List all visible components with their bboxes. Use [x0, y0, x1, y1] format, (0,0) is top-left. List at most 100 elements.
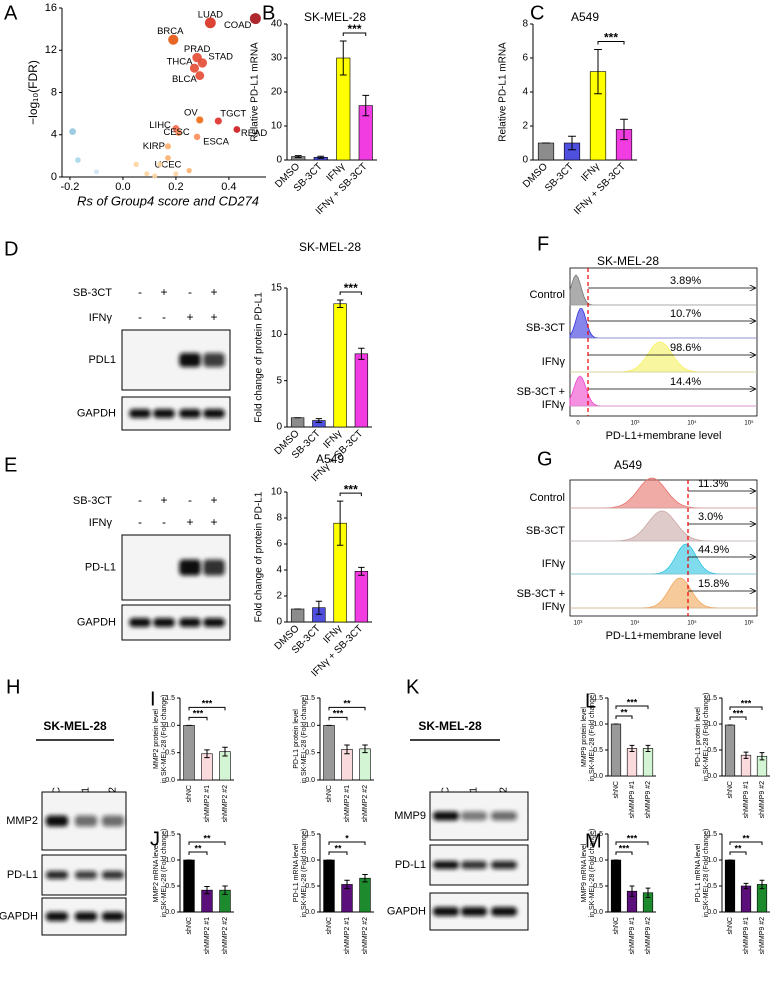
band-label: PDL1 [88, 354, 116, 366]
gate-percent: 11.3% [698, 478, 729, 490]
error-bar [358, 566, 365, 576]
point-label: OV [184, 107, 198, 118]
y-axis-label: PD-L1 protein level [695, 707, 702, 767]
point-label: TGCT [220, 109, 246, 120]
y-axis-label: Relative PD-L1 mRNA [250, 42, 261, 142]
y-axis-label: in SK-MEL-28 (Fold change) [589, 829, 596, 918]
treatment-sign: - [138, 515, 142, 529]
y-tick-label: 1.5 [593, 831, 603, 838]
y-tick-label: 1.0 [707, 721, 717, 728]
bar [537, 142, 555, 161]
band-label: GAPDH [77, 616, 116, 628]
panel-letter: M [585, 830, 602, 852]
point [133, 161, 139, 168]
y-tick-label: 10 [271, 329, 283, 340]
blot-band [432, 907, 460, 916]
y-axis-label: in SK-MEL-28 (Fold change) [161, 829, 168, 918]
point [233, 126, 241, 133]
y-axis-label: MMP9 mRNA level [581, 843, 588, 902]
significance-bracket [342, 32, 367, 36]
x-tick-label: 0.0 [115, 181, 130, 193]
error-bar [315, 418, 323, 423]
treatment-label: IFNγ [89, 312, 113, 324]
significance-label: *** [741, 698, 752, 708]
significance-bracket [615, 715, 633, 719]
point-label: STAD [208, 51, 233, 62]
y-tick-label: 6 [276, 539, 282, 550]
y-axis-label: Fold change of protein PD-L1 [254, 491, 265, 622]
point [168, 34, 179, 45]
significance-bracket [188, 716, 208, 721]
point-label: PRAD [184, 44, 211, 55]
y-tick-label: 4 [522, 87, 528, 98]
significance-label: *** [347, 22, 361, 36]
error-bar [594, 49, 602, 95]
y-tick-label: 16 [45, 2, 57, 14]
x-tick-label: shMMP2 #2 [222, 785, 229, 822]
histogram [569, 308, 757, 339]
y-axis-label: in SK-MEL-28 (Fold change) [703, 829, 710, 918]
flow-tick-label: 10³ [574, 621, 583, 627]
y-tick-label: 6 [522, 53, 528, 64]
y-axis-label: MMP2 protein level [153, 709, 160, 769]
x-tick-label: IFNγ [579, 161, 602, 184]
flow-tick-label: 10³ [631, 421, 640, 427]
y-tick-label: 4 [276, 565, 282, 576]
error-bar [362, 744, 368, 754]
x-tick-label: 0.4 [221, 181, 236, 193]
panel-letter: E [4, 454, 17, 476]
row-label: SB-3CT + [517, 588, 565, 600]
treatment-sign: + [210, 285, 217, 299]
blot-band [203, 353, 225, 367]
significance-label: *** [344, 482, 358, 496]
blot-band [45, 815, 69, 827]
bar [626, 748, 638, 777]
y-tick-label: 1.5 [593, 695, 603, 702]
point-label: THCA [167, 57, 194, 68]
error-bar [629, 744, 635, 753]
panel-letter: L [585, 690, 596, 712]
blot-band [490, 861, 518, 869]
blot-band [460, 811, 488, 821]
flow-title: A549 [614, 458, 642, 472]
point-label: READ [241, 128, 268, 139]
bar [610, 723, 622, 777]
y-axis-label: Fold change of protein PD-L1 [254, 292, 265, 423]
x-tick-label: shNC [326, 917, 333, 935]
y-tick-label: 0.0 [305, 909, 315, 916]
bar [323, 859, 335, 913]
y-tick-label: 0 [276, 617, 282, 628]
bar [183, 859, 195, 913]
x-tick-label: 0.2 [168, 181, 183, 193]
treatment-sign: - [188, 493, 192, 507]
significance-bracket [729, 706, 763, 711]
significance-label: *** [627, 833, 638, 843]
row-label: Control [530, 289, 565, 301]
blot-band [460, 861, 488, 869]
row-label: IFNγ [542, 399, 566, 411]
bar [359, 877, 371, 913]
bar [642, 748, 654, 777]
point [196, 116, 204, 124]
y-tick-label: 1.5 [305, 695, 315, 702]
bar [354, 570, 369, 623]
significance-bracket [328, 706, 366, 711]
x-tick-label: shNC [186, 785, 193, 803]
y-tick-label: 0.0 [305, 777, 315, 784]
panel-letter: F [537, 233, 549, 255]
treatment-sign: - [138, 285, 142, 299]
blot-band [74, 871, 98, 879]
significance-label: *** [604, 31, 618, 45]
y-axis-label: −log₁₀(FDR) [26, 60, 40, 125]
histogram [570, 510, 757, 542]
row-label: IFNγ [542, 601, 566, 613]
point [173, 171, 179, 177]
treatment-sign: - [138, 310, 142, 324]
blot-band [432, 811, 460, 821]
panel-letter: D [4, 238, 18, 260]
blot-band [432, 861, 460, 869]
point-label: LIHC [149, 120, 171, 131]
significance-bracket [188, 706, 226, 711]
x-tick-label: SB-3CT [543, 161, 576, 194]
significance-label: ** [734, 843, 742, 853]
